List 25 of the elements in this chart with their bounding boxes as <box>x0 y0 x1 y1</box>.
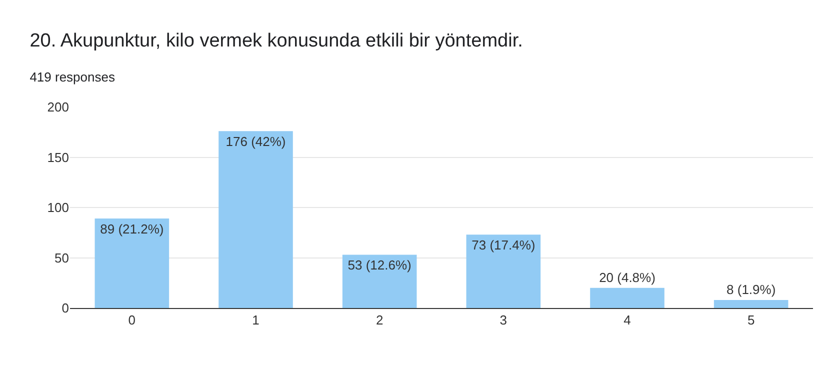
x-tick-label: 3 <box>500 312 508 328</box>
y-tick-label: 0 <box>62 300 69 316</box>
chart-subtitle: 419 responses <box>30 70 116 85</box>
bar <box>342 254 417 308</box>
data-label: 73 (17.4%) <box>472 238 536 253</box>
data-label: 176 (42%) <box>226 134 286 150</box>
y-tick-label: 50 <box>54 250 69 266</box>
x-tick-label: 0 <box>128 312 136 328</box>
x-tick-label: 2 <box>376 312 384 328</box>
bar <box>714 300 788 308</box>
data-label: 89 (21.2%) <box>100 222 164 237</box>
y-tick-label: 200 <box>47 100 69 115</box>
bar <box>466 234 541 308</box>
data-label: 53 (12.6%) <box>348 258 412 273</box>
y-tick-label: 100 <box>47 200 69 216</box>
bar <box>94 218 170 308</box>
x-tick-label: 1 <box>252 312 260 328</box>
x-tick-label: 5 <box>747 312 755 328</box>
data-label: 8 (1.9%) <box>726 282 776 297</box>
bar <box>218 131 293 308</box>
data-label: 20 (4.8%) <box>599 270 656 285</box>
bar <box>590 288 664 308</box>
chart-title: 20. Akupunktur, kilo vermek konusunda etkili bir yöntemdir. <box>30 30 523 52</box>
y-tick-label: 150 <box>47 150 69 165</box>
x-tick-label: 4 <box>624 312 631 328</box>
